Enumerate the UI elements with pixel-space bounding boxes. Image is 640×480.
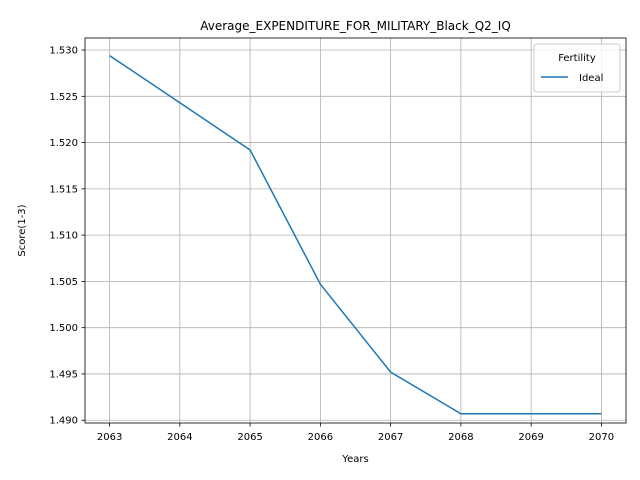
x-tick-label: 2068: [448, 432, 473, 443]
x-tick-label: 2063: [97, 432, 122, 443]
y-tick-label: 1.525: [49, 92, 78, 103]
y-tick-label: 1.495: [49, 369, 78, 380]
x-tick-label: 2070: [589, 432, 614, 443]
plot-area-frame: [84, 37, 627, 424]
x-axis-title: Years: [341, 454, 368, 465]
y-tick-label: 1.490: [49, 416, 78, 427]
y-tick-label: 1.515: [49, 184, 78, 195]
series-line-ideal: [109, 54, 602, 415]
legend-title: Fertility: [558, 53, 596, 64]
x-tick-label: 2065: [237, 432, 262, 443]
y-tick-label: 1.520: [49, 138, 78, 149]
y-axis-title: Score(1-3): [17, 204, 28, 256]
x-tick-label: 2069: [518, 432, 543, 443]
x-tick-label: 2066: [308, 432, 333, 443]
legend: Fertility Ideal: [533, 43, 621, 93]
series-layer: [109, 54, 602, 415]
y-tick-label: 1.500: [49, 323, 78, 334]
y-tick-label: 1.510: [49, 231, 78, 242]
y-tick-label: 1.530: [49, 46, 78, 57]
chart-title: Average_EXPENDITURE_FOR_MILITARY_Black_Q…: [200, 19, 511, 33]
y-tick-label: 1.505: [49, 277, 78, 288]
x-tick-label: 2067: [378, 432, 403, 443]
legend-label-ideal: Ideal: [579, 73, 603, 84]
x-tick-label: 2064: [167, 432, 192, 443]
axis-ticks: 2063 2064 2065 2066 2067 2068 2069 2070 1.490 1.4…: [49, 46, 614, 443]
legend-box: [533, 43, 621, 93]
